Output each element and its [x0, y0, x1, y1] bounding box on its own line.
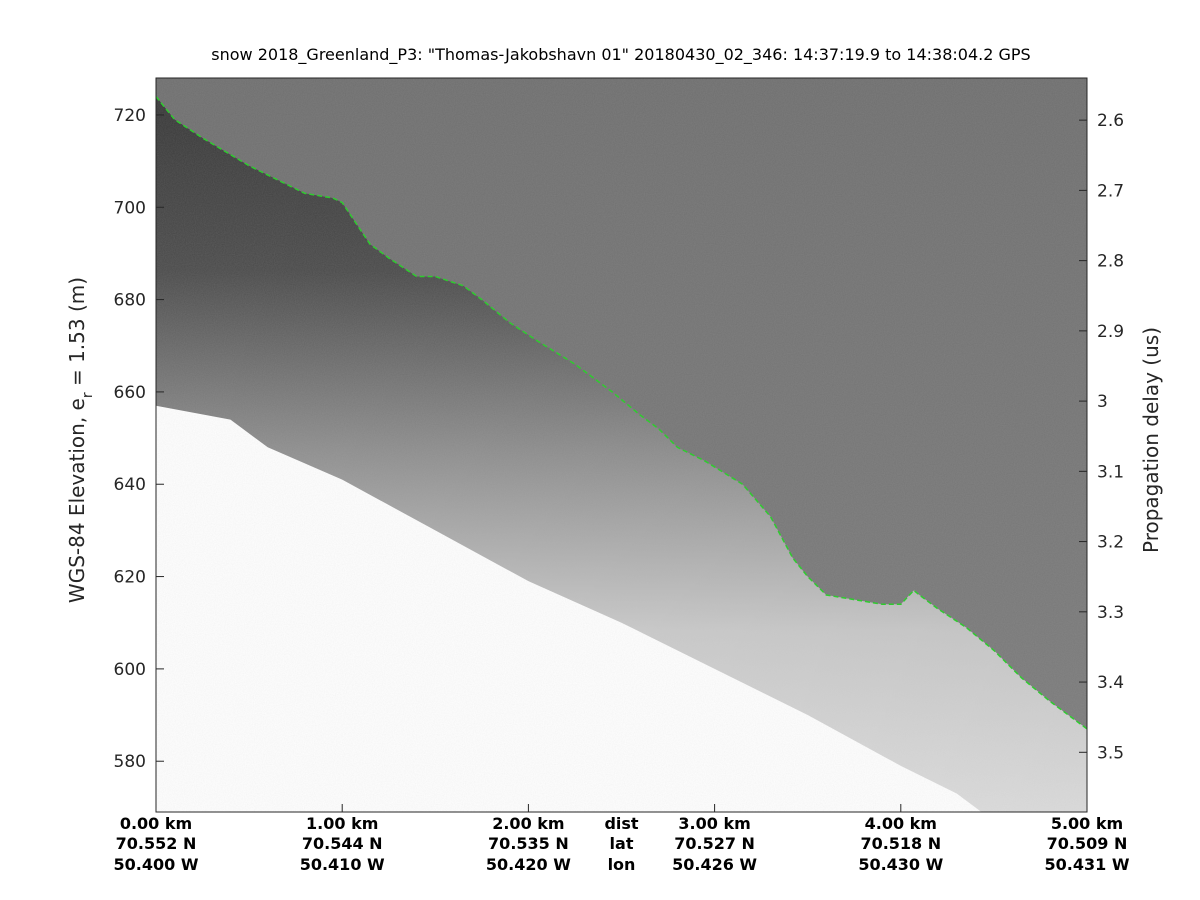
left-tick-label: 680: [114, 291, 146, 311]
bottom-tick-lat-label: 70.535 N: [488, 834, 569, 853]
bottom-tick-lat-label: 70.527 N: [674, 834, 755, 853]
bottom-tick-dist-label: 1.00 km: [306, 814, 378, 833]
bottom-tick-dist-label: 5.00 km: [1051, 814, 1123, 833]
right-tick-label: 3: [1097, 392, 1108, 412]
left-tick-label: 580: [114, 752, 146, 772]
right-tick-label: 3.5: [1097, 743, 1124, 763]
bottom-tick-lon-label: 50.420 W: [486, 855, 571, 874]
bottom-tick-dist-label: 2.00 km: [492, 814, 564, 833]
bottom-tick-lon-label: 50.431 W: [1045, 855, 1130, 874]
bottom-tick-lon-label: 50.400 W: [114, 855, 199, 874]
left-tick-label: 720: [114, 106, 146, 126]
left-axis-title: WGS-84 Elevation, er = 1.53 (m): [65, 277, 96, 603]
right-tick-label: 2.8: [1097, 252, 1124, 272]
bottom-row-title-dist: dist: [604, 814, 638, 833]
bottom-tick-lon-label: 50.410 W: [300, 855, 385, 874]
right-tick-label: 3.1: [1097, 462, 1124, 482]
left-tick-label: 640: [114, 475, 146, 495]
left-tick-label: 620: [114, 568, 146, 588]
surface-tracking-line: [156, 96, 1087, 730]
bottom-tick-lat-label: 70.509 N: [1047, 834, 1128, 853]
bottom-tick-lon-label: 50.426 W: [672, 855, 757, 874]
bottom-tick-dist-label: 4.00 km: [865, 814, 937, 833]
left-tick-label: 660: [114, 383, 146, 403]
right-tick-label: 2.7: [1097, 181, 1124, 201]
bottom-tick-dist-label: 3.00 km: [678, 814, 750, 833]
left-tick-label: 600: [114, 660, 146, 680]
left-tick-label: 700: [114, 198, 146, 218]
bottom-tick-lat-label: 70.544 N: [302, 834, 383, 853]
right-tick-label: 3.3: [1097, 603, 1124, 623]
right-delay-axis: 2.6 2.7 2.8 2.9 3 3.1 3.2 3.3 3.4 3.5: [1079, 111, 1124, 763]
bottom-row-title-lon: lon: [608, 855, 636, 874]
speckle-noise: [156, 78, 1087, 812]
bottom-row-title-lat: lat: [610, 834, 634, 853]
bottom-tick-lat-label: 70.552 N: [116, 834, 197, 853]
right-axis-title: Propagation delay (us): [1139, 327, 1163, 553]
plot-area: [156, 78, 1087, 812]
bottom-tick-dist-label: 0.00 km: [120, 814, 192, 833]
right-tick-label: 2.6: [1097, 111, 1124, 131]
bottom-tick-lat-label: 70.518 N: [860, 834, 941, 853]
left-elevation-axis: 580 600 620 640 660 680 700 720: [114, 106, 164, 772]
chart-title: snow 2018_Greenland_P3: "Thomas-Jakobsha…: [211, 45, 1030, 65]
right-tick-label: 3.4: [1097, 673, 1124, 693]
plot-frame: [155, 77, 1088, 813]
bottom-tick-lon-label: 50.430 W: [858, 855, 943, 874]
right-tick-label: 2.9: [1097, 322, 1124, 342]
right-tick-label: 3.2: [1097, 533, 1124, 553]
